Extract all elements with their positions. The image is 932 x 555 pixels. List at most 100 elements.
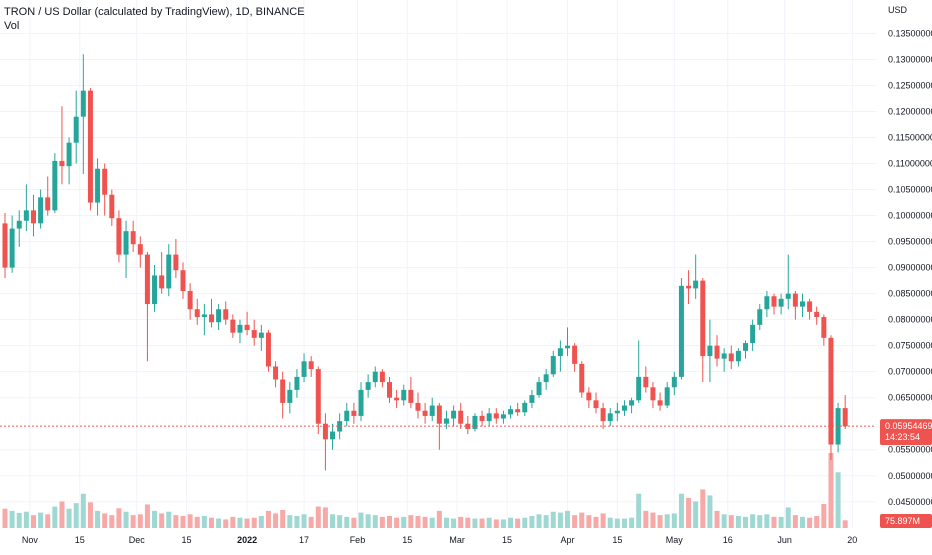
volume-value: 75.897M — [885, 516, 920, 526]
candle-body — [451, 410, 457, 419]
volume-bar — [337, 515, 343, 528]
candle-body — [137, 244, 143, 255]
price-tick-label: 0.07500000 — [888, 341, 932, 351]
volume-bar — [152, 510, 158, 528]
volume-bar — [223, 519, 229, 528]
volume-bar — [465, 517, 471, 528]
volume-bar — [814, 516, 820, 528]
volume-bar — [707, 495, 713, 528]
volume-bar — [95, 510, 101, 528]
price-tick-label: 0.08000000 — [888, 315, 932, 325]
candle-body — [52, 160, 58, 211]
candle-body — [557, 348, 563, 357]
volume-bar — [807, 517, 813, 528]
candle-body — [792, 293, 798, 307]
volume-bar — [536, 514, 542, 528]
candle-body — [187, 291, 193, 310]
candle-body — [287, 389, 293, 403]
volume-bar — [408, 515, 414, 528]
volume-bar — [265, 510, 271, 528]
time-tick-label: 20 — [847, 535, 857, 545]
candle-body — [586, 392, 592, 401]
volume-bar — [144, 504, 150, 528]
candle-body — [436, 405, 442, 424]
last-price-badge — [880, 419, 932, 446]
volume-bar — [180, 516, 186, 528]
price-tick-label: 0.13500000 — [888, 28, 932, 38]
candle-body — [109, 194, 115, 219]
price-tick-label: 0.04500000 — [888, 497, 932, 507]
time-axis[interactable]: Nov 15 Dec 15 2022 17 Feb 15 Mar 15 Apr 15 May 16 Jun 2… — [22, 535, 857, 545]
candle-body — [757, 309, 763, 325]
volume-bar — [322, 507, 328, 528]
volume-bar — [550, 511, 556, 528]
volume-bar — [351, 517, 357, 528]
volume-bar — [693, 501, 699, 528]
volume-bar — [664, 514, 670, 528]
price-tick-label: 0.11500000 — [888, 133, 932, 143]
candle-body — [721, 353, 727, 359]
candle-body — [315, 369, 321, 424]
candle-body — [166, 254, 172, 289]
volume-bar — [579, 512, 585, 528]
volume-bar — [372, 515, 378, 528]
volume-bar — [187, 514, 193, 528]
volume-bar — [9, 510, 15, 528]
candle-body — [458, 410, 464, 424]
price-axis[interactable]: USD 0.13500000 0.13000000 0.12500000 0.1200… — [888, 5, 932, 507]
candle-body — [678, 285, 684, 377]
volume-bar — [835, 472, 841, 528]
volume-bar — [38, 512, 44, 528]
candle-body — [358, 389, 364, 416]
volume-bar — [159, 513, 165, 528]
time-tick-label: 2022 — [237, 535, 257, 545]
candle-body — [629, 400, 635, 406]
candle-body — [45, 197, 51, 211]
volume-bar — [59, 501, 65, 528]
volume-bars — [2, 453, 848, 528]
volume-bar — [379, 516, 385, 528]
volume-bar — [586, 515, 592, 528]
candle-body — [87, 90, 93, 203]
candle-body — [330, 431, 336, 440]
volume-bar — [401, 516, 407, 528]
time-tick-label: Feb — [350, 535, 366, 545]
volume-bar — [73, 503, 79, 528]
volume-bar — [443, 517, 449, 528]
volume-bar — [458, 516, 464, 528]
volume-bar — [643, 510, 649, 528]
volume-bar — [273, 513, 279, 528]
time-tick-label: Mar — [449, 535, 465, 545]
volume-bar — [493, 519, 499, 528]
volume-bar — [116, 508, 122, 528]
volume-bar — [451, 518, 457, 528]
candle-body — [693, 280, 699, 289]
volume-bar — [244, 518, 250, 528]
candle-body — [159, 275, 165, 289]
candle-body — [16, 220, 22, 229]
price-tick-label: 0.05500000 — [888, 445, 932, 455]
price-tick-label: 0.10500000 — [888, 185, 932, 195]
volume-bar — [700, 489, 706, 528]
time-tick-label: 15 — [502, 535, 512, 545]
volume-bar — [194, 516, 200, 528]
candle-body — [522, 402, 528, 413]
candle-body — [294, 376, 300, 390]
candlesticks — [2, 54, 848, 471]
candle-body — [123, 231, 129, 255]
volume-bar — [173, 515, 179, 528]
price-tick-label: 0.07000000 — [888, 367, 932, 377]
currency-label: USD — [888, 5, 908, 15]
volume-bar — [636, 493, 642, 528]
candle-body — [180, 270, 186, 292]
volume-bar — [80, 493, 86, 528]
candle-body — [650, 387, 656, 401]
volume-bar — [750, 514, 756, 528]
candle-body — [223, 309, 229, 320]
candle-body — [130, 231, 136, 245]
candle-body — [508, 409, 514, 415]
candle-body — [657, 400, 663, 406]
